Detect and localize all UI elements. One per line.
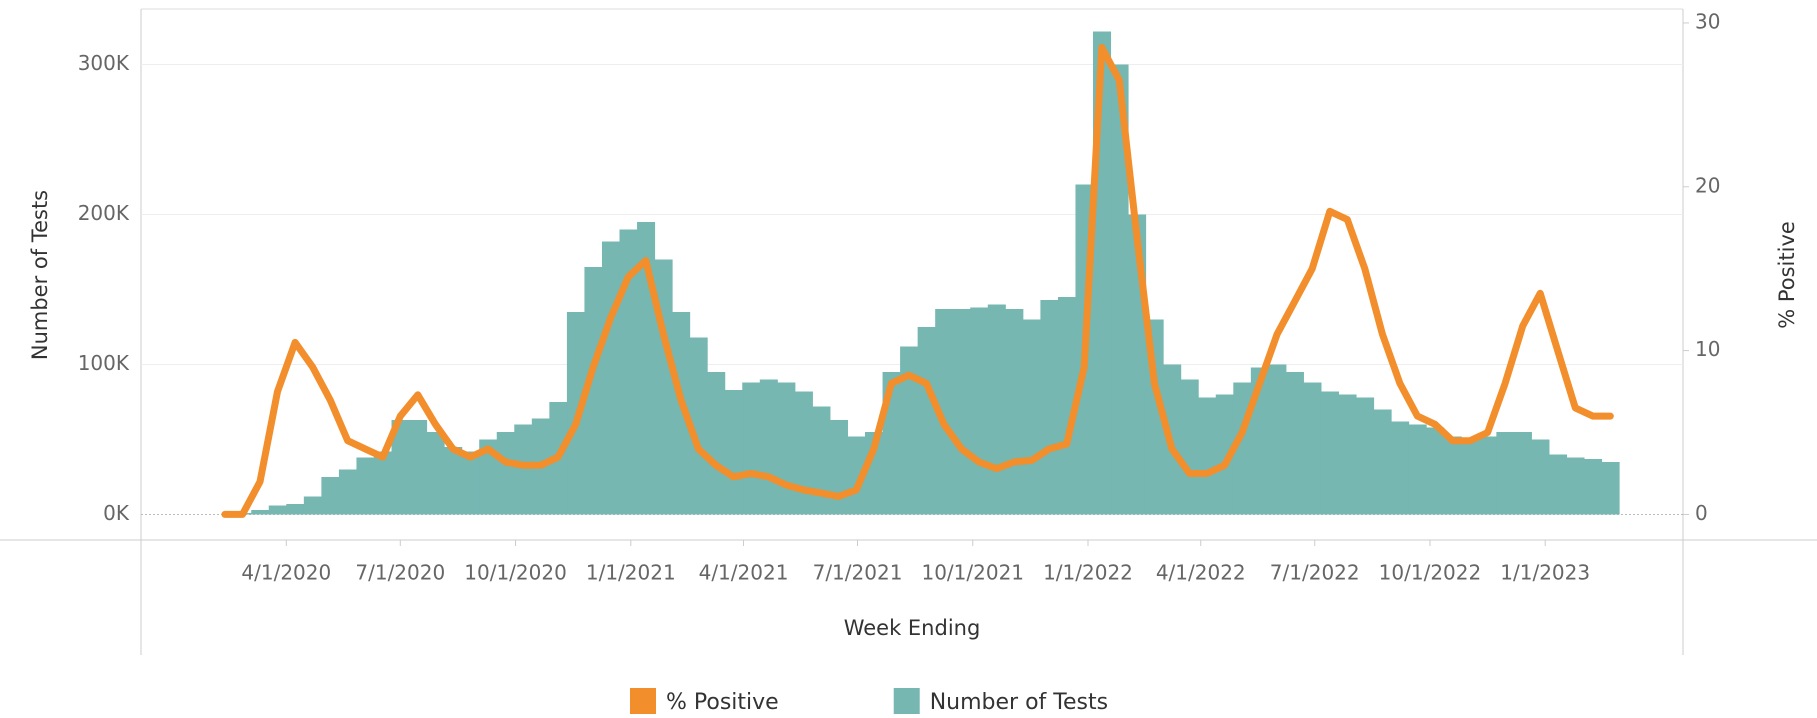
x-tick-label: 1/1/2023 (1500, 561, 1590, 585)
bar (268, 505, 287, 515)
bar (829, 420, 848, 515)
x-tick-label: 1/1/2021 (586, 561, 676, 585)
bar (1548, 454, 1568, 515)
bar (409, 420, 428, 515)
bar (1443, 436, 1462, 515)
y-tick-label: 200K (78, 201, 130, 225)
bar (601, 241, 621, 515)
bar (1320, 391, 1340, 515)
bar (514, 424, 533, 515)
bar (794, 391, 813, 515)
x-tick-label: 10/1/2020 (464, 561, 567, 585)
y2-tick-label: 0 (1695, 501, 1708, 525)
bar (1198, 397, 1217, 515)
bar (1566, 457, 1585, 515)
bar (759, 379, 778, 515)
bar (672, 312, 691, 515)
x-tick-label: 1/1/2022 (1043, 561, 1133, 585)
bar (1338, 394, 1357, 515)
x-tick-label: 10/1/2022 (1379, 561, 1482, 585)
bar (1040, 300, 1059, 515)
bar (777, 382, 796, 515)
bar (619, 229, 638, 515)
bar (426, 432, 445, 515)
x-axis-title: Week Ending (844, 616, 981, 640)
bar (1408, 424, 1427, 515)
bar (900, 346, 919, 515)
y2-tick-label: 30 (1695, 9, 1720, 33)
bar (1478, 436, 1497, 515)
bar (1601, 462, 1620, 515)
line (221, 44, 1614, 518)
bar (689, 337, 708, 515)
x-tick-label: 4/1/2020 (241, 561, 331, 585)
bar (1356, 397, 1375, 515)
bar (1285, 372, 1304, 515)
bar (952, 309, 971, 515)
y-tick-label: 0K (103, 501, 130, 525)
bar (356, 457, 375, 515)
bar (1426, 427, 1445, 515)
x-tick-label: 7/1/2021 (813, 561, 903, 585)
bar (1180, 379, 1199, 515)
bar (251, 510, 270, 515)
bar (917, 327, 936, 515)
bar (303, 496, 322, 515)
x-tick-label: 7/1/2022 (1270, 561, 1360, 585)
y-tick-label: 100K (78, 351, 130, 375)
bar (812, 406, 831, 515)
bar (970, 307, 989, 515)
y2-tick-label: 20 (1695, 173, 1720, 197)
bar (742, 382, 761, 515)
bar (724, 390, 743, 515)
bar (286, 504, 305, 515)
x-tick-label: 7/1/2020 (355, 561, 445, 585)
bar (373, 451, 393, 515)
bar (1303, 382, 1322, 515)
x-tick-label: 10/1/2021 (921, 561, 1024, 585)
bar (321, 477, 340, 515)
bar (1005, 309, 1024, 515)
bar (1496, 432, 1515, 515)
bar (391, 420, 410, 515)
bar (1268, 364, 1287, 515)
bar (935, 309, 954, 515)
y-tick-label: 300K (78, 51, 130, 75)
y2-axis-title: % Positive (1775, 221, 1799, 329)
legend-swatch (630, 688, 656, 714)
bar (444, 447, 463, 515)
bar (1373, 409, 1392, 515)
bar (1110, 64, 1129, 515)
legend-swatch (893, 688, 920, 714)
bar (1057, 297, 1076, 515)
bar (1391, 421, 1410, 515)
bar (1461, 439, 1480, 515)
x-tick-label: 4/1/2022 (1156, 561, 1246, 585)
bar (987, 304, 1006, 515)
y2-tick-label: 10 (1695, 337, 1720, 361)
bar (1531, 439, 1550, 515)
bar (496, 432, 515, 515)
bar (584, 267, 603, 515)
bar (1022, 319, 1041, 515)
bar (1513, 432, 1532, 515)
bar (1215, 394, 1234, 515)
x-tick-label: 4/1/2021 (699, 561, 789, 585)
y-axis-title: Number of Tests (28, 190, 52, 360)
bar (461, 451, 480, 515)
bar (479, 439, 498, 515)
bar (338, 469, 357, 515)
legend-label: % Positive (666, 690, 779, 715)
legend-label: Number of Tests (930, 690, 1108, 715)
bar (1584, 459, 1603, 515)
bar (707, 372, 726, 515)
